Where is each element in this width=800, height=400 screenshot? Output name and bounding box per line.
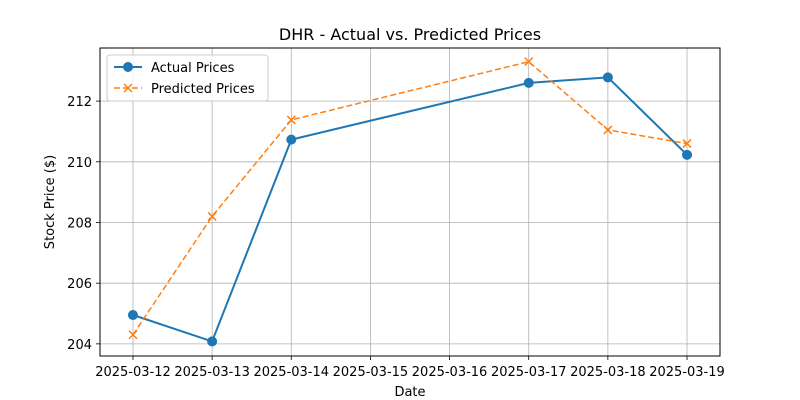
y-tick-label: 204 bbox=[67, 338, 92, 353]
series-predicted-prices bbox=[128, 57, 692, 340]
x-tick-label: 2025-03-19 bbox=[649, 365, 725, 380]
series-actual-prices bbox=[127, 72, 693, 347]
x-tick-label: 2025-03-18 bbox=[570, 365, 646, 380]
legend: Actual Prices Predicted Prices bbox=[106, 54, 269, 102]
x-tick-label: 2025-03-16 bbox=[412, 365, 488, 380]
x-tick-label: 2025-03-12 bbox=[95, 365, 171, 380]
data-point bbox=[128, 330, 138, 340]
legend-box bbox=[106, 54, 269, 102]
y-tick-label: 206 bbox=[67, 277, 92, 292]
data-point bbox=[682, 149, 693, 160]
ticks-layer: 2025-03-12 2025-03-13 2025-03-14 2025-03-15… bbox=[67, 95, 725, 380]
data-point bbox=[127, 310, 138, 321]
plot-frame bbox=[99, 47, 721, 357]
y-tick-label: 210 bbox=[67, 156, 92, 171]
series-line bbox=[132, 76, 688, 343]
x-tick-label: 2025-03-17 bbox=[491, 365, 567, 380]
data-point bbox=[286, 134, 297, 145]
data-point bbox=[603, 125, 613, 135]
data-point bbox=[286, 115, 296, 125]
legend-label: Actual Prices bbox=[151, 61, 235, 76]
data-point bbox=[523, 77, 534, 88]
data-point bbox=[207, 211, 217, 221]
x-tick-label: 2025-03-13 bbox=[174, 365, 250, 380]
x-axis-label: Date bbox=[394, 385, 425, 400]
series-layer bbox=[127, 57, 693, 347]
x-tick-label: 2025-03-15 bbox=[333, 365, 409, 380]
y-tick-label: 212 bbox=[67, 95, 92, 110]
y-axis-label: Stock Price ($) bbox=[43, 155, 58, 249]
legend-swatch-marker bbox=[123, 62, 133, 72]
data-point bbox=[207, 336, 218, 347]
data-point bbox=[602, 72, 613, 83]
data-point bbox=[524, 57, 534, 67]
legend-swatch-marker bbox=[123, 83, 133, 93]
series-line bbox=[132, 60, 688, 336]
grid-layer bbox=[100, 48, 720, 356]
y-tick-label: 208 bbox=[67, 216, 92, 231]
x-tick-label: 2025-03-14 bbox=[253, 365, 329, 380]
legend-label: Predicted Prices bbox=[151, 82, 255, 97]
chart-title: DHR - Actual vs. Predicted Prices bbox=[279, 25, 541, 44]
data-point bbox=[682, 139, 692, 149]
